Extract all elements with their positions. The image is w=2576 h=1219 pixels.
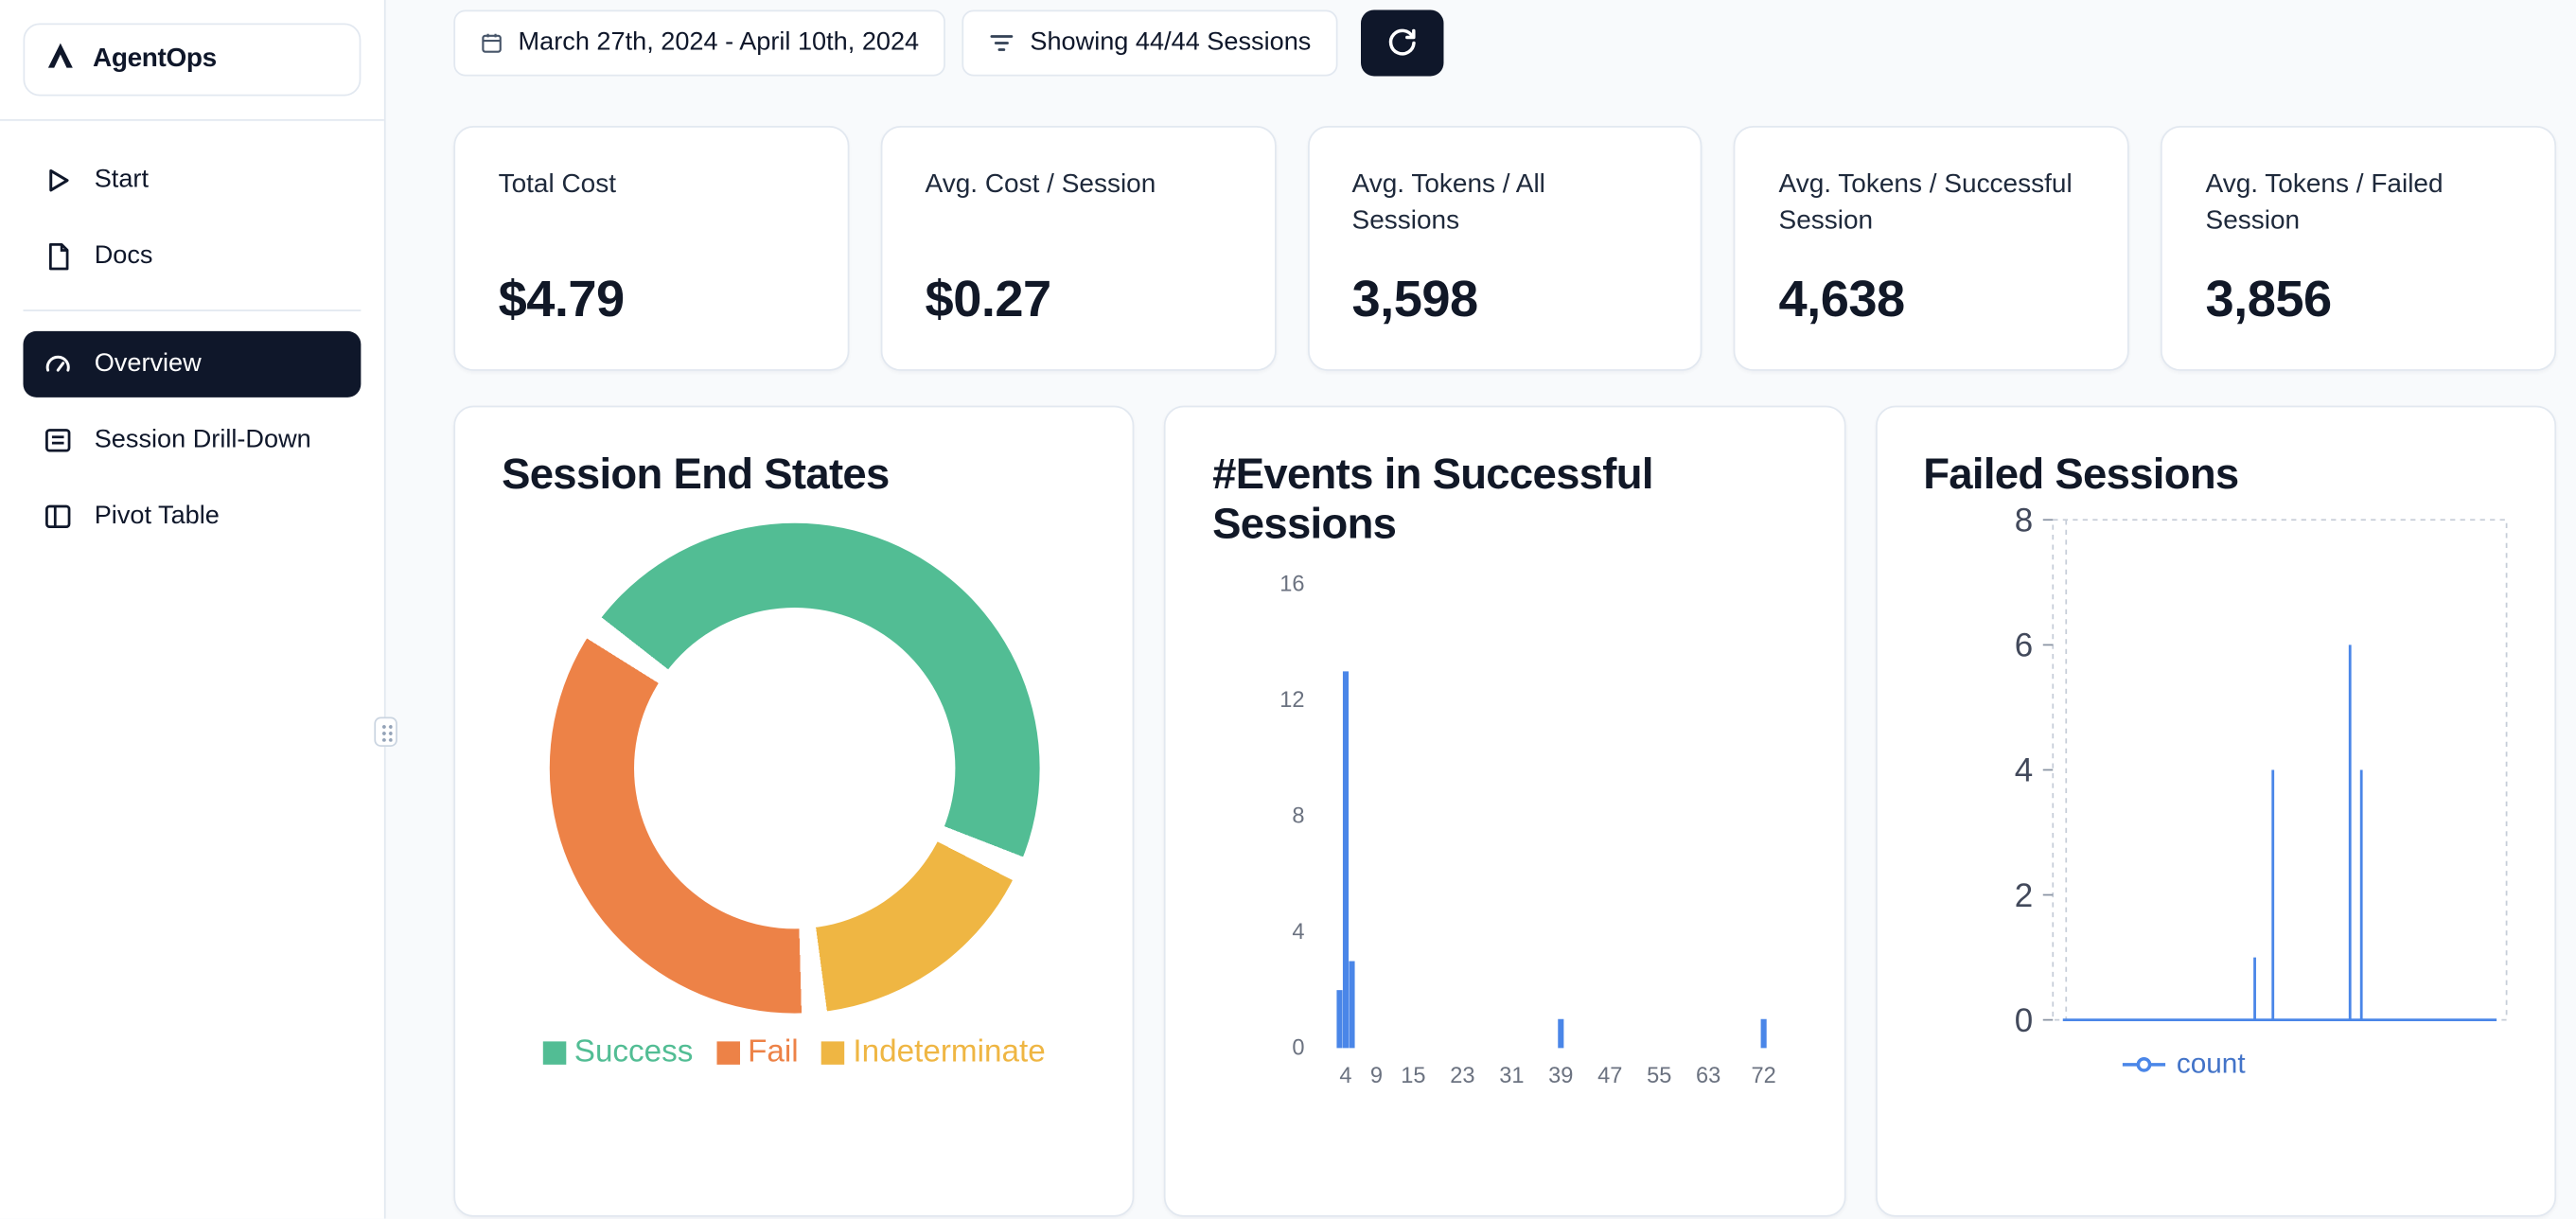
legend-item-success: Success xyxy=(542,1034,694,1070)
legend-swatch xyxy=(542,1041,567,1065)
stat-label: Avg. Tokens / All Sessions xyxy=(1351,170,1545,237)
svg-text:2: 2 xyxy=(2014,877,2032,914)
svg-text:9: 9 xyxy=(1370,1064,1383,1088)
sidebar: AgentOps Start Docs Overview xyxy=(0,0,386,1219)
bar-chart: 0 4 8 12 16 4 9 15 23 31 39 47 55 63 72 xyxy=(1259,559,1797,1105)
svg-text:12: 12 xyxy=(1280,688,1305,713)
sidebar-divider xyxy=(23,309,362,311)
line-marker-icon xyxy=(2122,1054,2165,1074)
stat-card-avg-tokens-failed: Avg. Tokens / Failed Session 3,856 xyxy=(2161,125,2557,371)
date-range-label: March 27th, 2024 - April 10th, 2024 xyxy=(518,27,920,57)
stat-value: 3,598 xyxy=(1351,270,1479,328)
svg-text:72: 72 xyxy=(1752,1064,1776,1088)
legend-swatch xyxy=(821,1041,845,1065)
svg-text:15: 15 xyxy=(1402,1064,1426,1088)
agentops-logo-icon xyxy=(44,40,76,80)
svg-text:4: 4 xyxy=(1293,920,1305,945)
svg-text:31: 31 xyxy=(1500,1064,1525,1088)
stats-row: Total Cost $4.79 Avg. Cost / Session $0.… xyxy=(453,125,2557,371)
svg-text:0: 0 xyxy=(1293,1035,1305,1060)
refresh-button[interactable] xyxy=(1360,9,1444,77)
failed-sessions-card: Failed Sessions 0 2 4 6 8 count xyxy=(1875,405,2557,1217)
sidebar-item-label: Session Drill-Down xyxy=(94,425,311,454)
svg-text:47: 47 xyxy=(1598,1064,1623,1088)
count-legend-label: count xyxy=(2176,1048,2246,1080)
charts-row: Session End States Success Fail xyxy=(453,405,2557,1217)
svg-text:4: 4 xyxy=(1340,1064,1352,1088)
svg-text:8: 8 xyxy=(1293,804,1305,828)
list-page-icon xyxy=(43,426,72,455)
document-icon xyxy=(43,241,72,271)
donut-hole xyxy=(633,607,955,929)
legend-label: Success xyxy=(573,1034,694,1069)
stat-value: $4.79 xyxy=(498,270,626,328)
legend-swatch xyxy=(715,1041,740,1065)
sidebar-nav: Start Docs Overview Session Drill-Down xyxy=(0,141,384,567)
sessions-filter-label: Showing 44/44 Sessions xyxy=(1030,27,1312,57)
donut-chart xyxy=(549,522,1040,1014)
sidebar-divider xyxy=(0,118,384,121)
sidebar-resize-handle[interactable] xyxy=(374,716,397,747)
sidebar-item-docs[interactable]: Docs xyxy=(23,223,361,290)
sidebar-item-session-drill-down[interactable]: Session Drill-Down xyxy=(23,407,361,473)
session-end-states-card: Session End States Success Fail xyxy=(453,405,1135,1217)
stat-label: Avg. Tokens / Successful Session xyxy=(1778,170,2073,237)
stat-card-avg-tokens-successful: Avg. Tokens / Successful Session 4,638 xyxy=(1734,125,2130,371)
svg-text:16: 16 xyxy=(1280,572,1305,596)
svg-text:6: 6 xyxy=(2014,627,2032,663)
toolbar: March 27th, 2024 - April 10th, 2024 Show… xyxy=(453,9,2556,77)
main-content: March 27th, 2024 - April 10th, 2024 Show… xyxy=(387,0,2576,1219)
sidebar-item-start[interactable]: Start xyxy=(23,148,361,214)
stat-label: Avg. Tokens / Failed Session xyxy=(2205,170,2444,237)
refresh-icon xyxy=(1385,26,1419,60)
sidebar-item-label: Overview xyxy=(94,349,202,378)
legend-label: Indeterminate xyxy=(853,1034,1046,1069)
drag-dots-icon xyxy=(379,722,392,741)
svg-text:63: 63 xyxy=(1697,1064,1721,1088)
filter-icon xyxy=(989,29,1015,56)
date-range-button[interactable]: March 27th, 2024 - April 10th, 2024 xyxy=(453,9,946,77)
chart-title: #Events in Successful Sessions xyxy=(1212,449,1653,548)
calendar-icon xyxy=(480,31,503,54)
line-chart: 0 2 4 6 8 xyxy=(1923,502,2508,1045)
sidebar-item-label: Start xyxy=(94,165,149,194)
stat-value: $0.27 xyxy=(925,270,1052,328)
sidebar-item-pivot-table[interactable]: Pivot Table xyxy=(23,484,361,550)
app-logo[interactable]: AgentOps xyxy=(23,23,362,97)
sessions-filter-button[interactable]: Showing 44/44 Sessions xyxy=(962,9,1338,77)
svg-text:55: 55 xyxy=(1648,1064,1672,1088)
stat-value: 4,638 xyxy=(1778,270,1906,328)
app-name: AgentOps xyxy=(92,44,217,73)
count-legend[interactable]: count xyxy=(2122,1048,2246,1081)
svg-text:4: 4 xyxy=(2014,752,2032,789)
sidebar-item-label: Pivot Table xyxy=(94,502,220,530)
chart-title: Session End States xyxy=(502,449,890,499)
stat-label: Total Cost xyxy=(498,170,617,199)
stat-label: Avg. Cost / Session xyxy=(925,170,1156,199)
svg-text:23: 23 xyxy=(1451,1064,1475,1088)
events-histogram-card: #Events in Successful Sessions 0 4 8 12 16 4 9… xyxy=(1164,405,1845,1217)
legend-item-fail: Fail xyxy=(715,1034,799,1070)
stat-card-avg-cost-session: Avg. Cost / Session $0.27 xyxy=(880,125,1277,371)
donut-legend: Success Fail Indeterminate xyxy=(502,1034,1086,1070)
legend-label: Fail xyxy=(748,1034,799,1069)
sidebar-item-label: Docs xyxy=(94,241,153,271)
gauge-icon xyxy=(43,349,72,379)
sidebar-item-overview[interactable]: Overview xyxy=(23,330,362,398)
chart-title: Failed Sessions xyxy=(1923,449,2239,499)
legend-item-indeterminate: Indeterminate xyxy=(821,1034,1046,1070)
svg-text:0: 0 xyxy=(2014,1002,2032,1036)
table-icon xyxy=(43,502,72,531)
stat-card-total-cost: Total Cost $4.79 xyxy=(453,125,850,371)
stat-card-avg-tokens-all: Avg. Tokens / All Sessions 3,598 xyxy=(1307,125,1703,371)
svg-text:39: 39 xyxy=(1549,1064,1574,1088)
stat-value: 3,856 xyxy=(2205,270,2333,328)
play-icon xyxy=(43,166,72,195)
svg-text:8: 8 xyxy=(2014,506,2032,539)
